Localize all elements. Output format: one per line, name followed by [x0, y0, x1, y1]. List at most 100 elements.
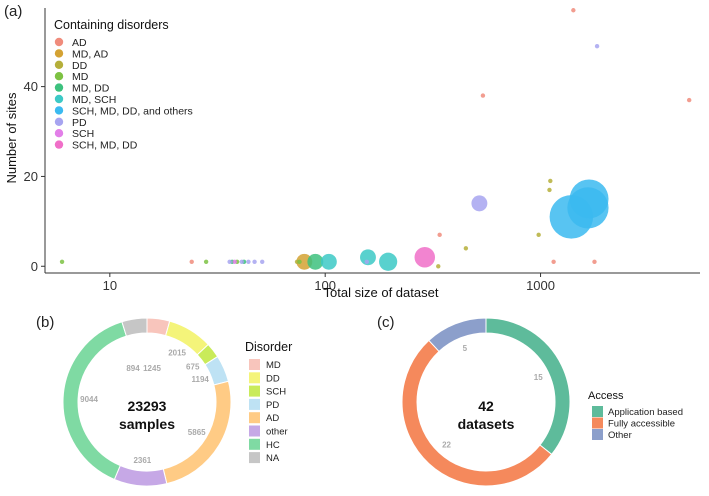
slice-value-label: 2015: [168, 348, 186, 357]
scatter-point: [571, 8, 576, 13]
scatter-point: [360, 249, 376, 266]
legend-swatch: [249, 398, 260, 410]
scatter-point: [379, 252, 398, 271]
legend-marker: [54, 106, 64, 115]
scatter-point: [232, 259, 237, 264]
scatter-point: [551, 259, 556, 264]
legend-marker: [54, 117, 64, 127]
legend-label: Fully accessible: [608, 419, 675, 430]
scatter-point: [437, 232, 442, 238]
scatter-point: [548, 178, 553, 184]
donut-slice: [121, 317, 148, 337]
scatter-point: [480, 93, 486, 98]
scatter-point: [569, 179, 609, 219]
y-tick-label: 0: [31, 259, 38, 274]
legend-label: HC: [266, 440, 280, 451]
samples-total: 23293: [128, 398, 167, 414]
legend-label: other: [266, 427, 288, 438]
legend-label: MD: [72, 71, 89, 83]
legend-label: PD: [266, 400, 279, 411]
samples-caption: samples: [119, 416, 175, 432]
samples-donut: [62, 317, 232, 487]
legend-swatch: [592, 429, 603, 440]
scatter-point: [364, 259, 369, 264]
legend-label: SCH, MD, DD: [72, 140, 138, 152]
slice-value-label: 5865: [188, 428, 206, 437]
y-tick-label: 20: [24, 169, 38, 184]
legend-label: SCH, MD, DD, and others: [72, 105, 193, 117]
panel-label-b: (b): [36, 314, 54, 331]
scatter-point: [414, 247, 436, 268]
legend-marker: [54, 72, 64, 81]
legend-label: AD: [72, 37, 87, 49]
slice-value-label: 2361: [133, 456, 151, 465]
panel-label-a: (a): [4, 3, 22, 20]
disorder-legend-title: Disorder: [245, 340, 292, 354]
slice-value-label: 675: [186, 362, 200, 371]
scatter-point: [203, 259, 209, 264]
legend-label: NA: [266, 453, 280, 464]
scatter-point: [436, 264, 441, 269]
scatter-point: [686, 97, 692, 103]
legend-swatch: [592, 406, 603, 417]
legend-label: Other: [608, 430, 632, 441]
legend-label: PD: [72, 117, 87, 129]
scatter-point: [471, 195, 488, 212]
panel-a-scatter: (a) 0 20 40 10 100 1000 Containing disorders …: [4, 3, 700, 300]
slice-value-label: 5: [463, 344, 468, 353]
scatter-point: [227, 259, 232, 264]
scatter-point: [189, 259, 194, 264]
legend-title: Containing disorders: [54, 18, 169, 32]
legend-swatch: [249, 412, 260, 424]
datasets-total: 42: [478, 398, 494, 414]
legend-swatch: [249, 452, 260, 464]
legend-label: SCH: [72, 128, 94, 140]
scatter-points: [59, 8, 692, 271]
legend-label: Application based: [608, 407, 683, 418]
scatter-point: [246, 259, 251, 264]
donut-slice: [401, 339, 553, 487]
datasets-donut: [401, 317, 571, 487]
scatter-point: [592, 259, 597, 264]
legend-swatch: [249, 425, 260, 437]
y-tick-label: 40: [24, 79, 38, 94]
x-tick-label: 10: [103, 278, 117, 293]
x-axis-title: Total size of dataset: [324, 285, 439, 300]
scatter-point: [260, 259, 265, 264]
x-tick-label: 100: [314, 278, 336, 293]
scatter-point: [536, 232, 541, 238]
legend-label: MD, SCH: [72, 94, 116, 106]
scatter-point: [296, 253, 313, 270]
legend-marker: [54, 94, 64, 104]
legend-swatch: [249, 385, 260, 397]
legend-swatch: [249, 438, 260, 450]
scatter-point: [297, 259, 302, 264]
slice-value-label: 1194: [192, 375, 210, 384]
legend-swatch: [249, 359, 260, 370]
legend-swatch: [249, 372, 260, 384]
legend-label: DD: [72, 60, 88, 72]
slice-value-label: 22: [442, 441, 451, 450]
scatter-axes: 0 20 40 10 100 1000: [24, 8, 700, 293]
datasets-slice-labels: 15 22 5: [442, 344, 543, 450]
legend-label: MD: [266, 360, 281, 371]
panel-label-c: (c): [377, 314, 395, 331]
x-tick-label: 1000: [526, 278, 555, 293]
scatter-point: [594, 43, 600, 49]
slice-value-label: 9044: [80, 395, 98, 404]
slice-value-label: 15: [534, 373, 543, 382]
legend-marker: [54, 129, 64, 138]
donut-slice: [113, 464, 168, 487]
access-legend-title: Access: [588, 390, 624, 402]
legend-label: MD, DD: [72, 83, 110, 95]
panel-c-donut: (c) 15 22 5 42 datasets Access Application…: [377, 314, 683, 487]
disorder-legend: Disorder MD DD SCH PD AD other HC NA: [245, 340, 292, 464]
scatter-point: [252, 259, 257, 264]
donut-slice: [428, 317, 487, 353]
legend-label: DD: [266, 373, 280, 384]
